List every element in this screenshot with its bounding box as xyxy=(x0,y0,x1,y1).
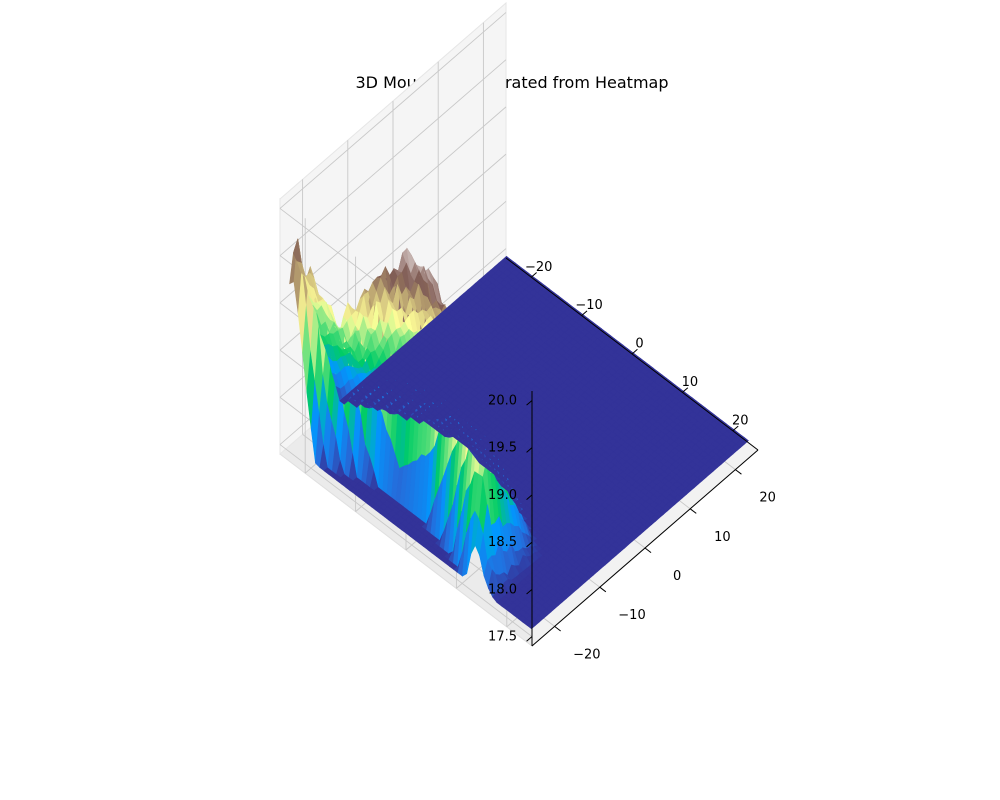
z-tick-label: 19.5 xyxy=(488,441,517,456)
y-tick-label: −20 xyxy=(525,260,552,275)
y-tick xyxy=(682,387,689,393)
mountain-surface xyxy=(289,238,749,630)
y-tick xyxy=(581,310,588,316)
x-tick-label: 10 xyxy=(714,530,731,545)
grid-z-right xyxy=(279,59,507,257)
chart-title: 3D Mountain Generated from Heatmap xyxy=(356,73,669,92)
x-tick-label: 0 xyxy=(673,569,681,584)
z-tick-label: 18.0 xyxy=(488,582,517,597)
z-tick xyxy=(526,541,533,548)
y-tick-label: 0 xyxy=(635,337,643,352)
z-tick-label: 17.5 xyxy=(488,630,517,645)
z-tick xyxy=(526,588,533,595)
x-tick-label: 20 xyxy=(759,491,776,506)
x-tick-label: −10 xyxy=(618,608,645,623)
y-tick-label: 20 xyxy=(732,413,749,428)
z-tick-label: 19.0 xyxy=(488,488,517,503)
x-tick-label: −20 xyxy=(573,647,600,662)
y-tick xyxy=(530,272,537,278)
z-tick xyxy=(526,400,533,406)
y-tick-label: 10 xyxy=(682,375,699,390)
z-tick-label: 18.5 xyxy=(488,535,517,550)
y-tick xyxy=(631,348,638,355)
x-tick xyxy=(644,547,652,554)
x-tick xyxy=(689,508,697,514)
x-tick xyxy=(599,586,607,593)
grid-z-left xyxy=(279,444,533,637)
z-tick xyxy=(526,636,533,642)
y-tick xyxy=(732,425,739,432)
tick-labels: −20 −10 0 10 20 −20 −10 0 10 20 17.5 18.0 18.5 19.0 19… xyxy=(488,260,776,663)
x-tick xyxy=(735,469,742,475)
grid-z-right xyxy=(279,106,507,304)
grid-z-right xyxy=(279,12,507,209)
z-tick-label: 20.0 xyxy=(488,393,517,408)
x-tick xyxy=(554,626,561,632)
axes xyxy=(505,257,759,647)
z-tick xyxy=(526,447,533,453)
z-tick xyxy=(526,494,533,500)
y-tick-label: −10 xyxy=(575,298,602,313)
